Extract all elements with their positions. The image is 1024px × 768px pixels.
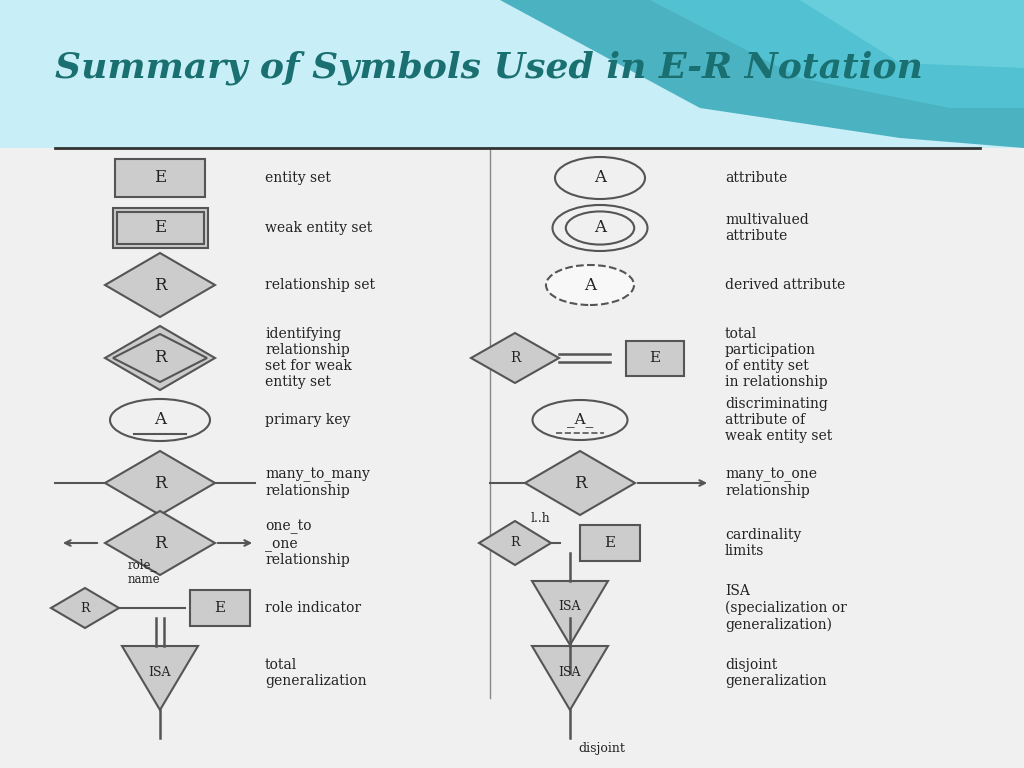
Text: derived attribute: derived attribute bbox=[725, 278, 845, 292]
Polygon shape bbox=[532, 646, 608, 710]
Bar bbox=[117, 212, 204, 244]
Text: A: A bbox=[154, 412, 166, 429]
Text: primary key: primary key bbox=[265, 413, 350, 427]
Ellipse shape bbox=[546, 265, 634, 305]
Text: identifying
relationship
set for weak
entity set: identifying relationship set for weak en… bbox=[265, 326, 352, 389]
Text: entity set: entity set bbox=[265, 171, 331, 185]
Text: _A_: _A_ bbox=[567, 412, 593, 428]
Text: relationship set: relationship set bbox=[265, 278, 375, 292]
Text: multivalued
attribute: multivalued attribute bbox=[725, 213, 809, 243]
Ellipse shape bbox=[110, 399, 210, 441]
Text: ISA: ISA bbox=[559, 666, 582, 678]
Text: R: R bbox=[154, 349, 166, 366]
Text: role_
name: role_ name bbox=[128, 558, 161, 586]
Bar bbox=[580, 525, 640, 561]
Text: ISA
(specialization or
generalization): ISA (specialization or generalization) bbox=[725, 584, 847, 631]
Text: R: R bbox=[510, 537, 520, 549]
Text: R: R bbox=[510, 351, 520, 365]
Text: ISA: ISA bbox=[559, 601, 582, 614]
Polygon shape bbox=[500, 0, 1024, 148]
Text: A: A bbox=[584, 276, 596, 293]
Polygon shape bbox=[479, 521, 551, 565]
Text: one_to
_one
relationship: one_to _one relationship bbox=[265, 519, 350, 567]
Text: E: E bbox=[154, 220, 166, 237]
Bar bbox=[113, 208, 208, 248]
Text: disjoint: disjoint bbox=[578, 742, 625, 755]
Polygon shape bbox=[800, 0, 1024, 68]
Text: E: E bbox=[214, 601, 225, 615]
Polygon shape bbox=[471, 333, 559, 383]
Ellipse shape bbox=[532, 400, 628, 440]
Text: ISA: ISA bbox=[148, 666, 171, 678]
Text: disjoint
generalization: disjoint generalization bbox=[725, 658, 826, 688]
Text: R: R bbox=[154, 475, 166, 492]
Text: R: R bbox=[80, 601, 90, 614]
Polygon shape bbox=[532, 581, 608, 645]
Polygon shape bbox=[105, 253, 215, 317]
Text: R: R bbox=[154, 535, 166, 551]
Polygon shape bbox=[650, 0, 1024, 108]
Text: E: E bbox=[649, 351, 660, 365]
Polygon shape bbox=[0, 0, 1024, 148]
Text: cardinality
limits: cardinality limits bbox=[725, 528, 801, 558]
Text: total
generalization: total generalization bbox=[265, 658, 367, 688]
Bar bbox=[190, 590, 250, 626]
Text: Summary of Symbols Used in E-R Notation: Summary of Symbols Used in E-R Notation bbox=[55, 51, 923, 85]
Text: E: E bbox=[604, 536, 615, 550]
Text: E: E bbox=[154, 170, 166, 187]
Polygon shape bbox=[105, 326, 215, 390]
Text: weak entity set: weak entity set bbox=[265, 221, 373, 235]
Text: A: A bbox=[594, 170, 606, 187]
Text: attribute: attribute bbox=[725, 171, 787, 185]
Ellipse shape bbox=[553, 205, 647, 251]
Polygon shape bbox=[51, 588, 119, 628]
Text: total
participation
of entity set
in relationship: total participation of entity set in rel… bbox=[725, 326, 827, 389]
Polygon shape bbox=[105, 511, 215, 575]
Text: A: A bbox=[594, 220, 606, 237]
Text: l..h: l..h bbox=[530, 512, 550, 525]
Bar bbox=[115, 159, 205, 197]
Text: many_to_one
relationship: many_to_one relationship bbox=[725, 468, 817, 498]
Polygon shape bbox=[525, 451, 635, 515]
Bar bbox=[626, 340, 684, 376]
Text: many_to_many
relationship: many_to_many relationship bbox=[265, 468, 370, 498]
Text: R: R bbox=[154, 276, 166, 293]
Polygon shape bbox=[122, 646, 198, 710]
Text: role indicator: role indicator bbox=[265, 601, 361, 615]
Polygon shape bbox=[105, 451, 215, 515]
Ellipse shape bbox=[555, 157, 645, 199]
Text: R: R bbox=[573, 475, 587, 492]
Text: discriminating
attribute of
weak entity set: discriminating attribute of weak entity … bbox=[725, 397, 833, 443]
